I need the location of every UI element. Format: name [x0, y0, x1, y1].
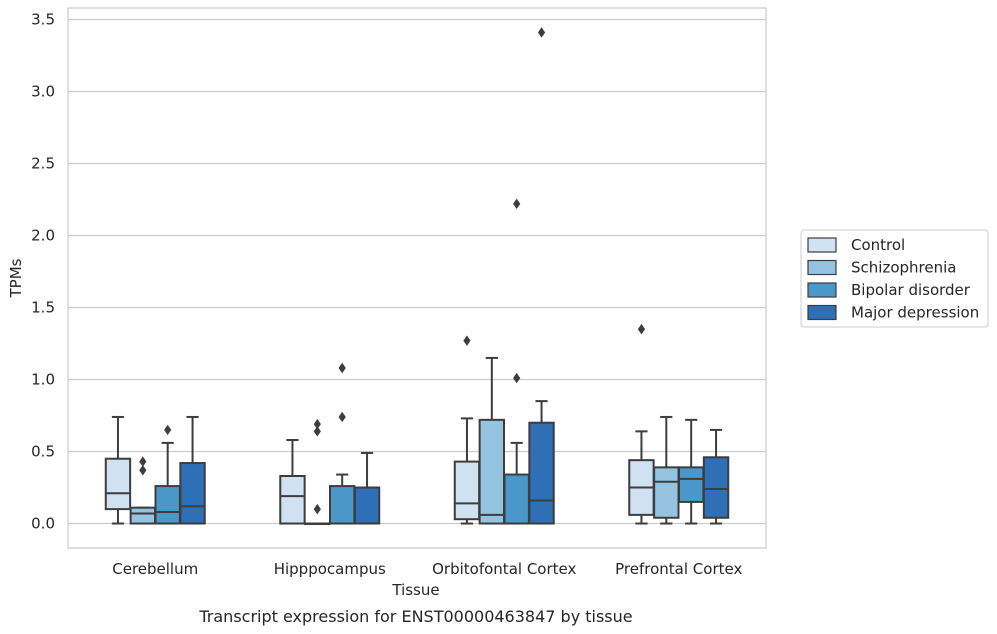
legend-label: Control [851, 236, 905, 254]
box-body [353, 486, 381, 525]
box-3-3 [702, 428, 730, 525]
outlier-point [164, 424, 172, 436]
outlier-point [513, 372, 521, 384]
x-tick-label: Cerebellum [112, 560, 198, 578]
box-0-3 [179, 415, 206, 525]
box-body [328, 485, 356, 525]
outlier-point [139, 456, 147, 467]
y-tick-label: 0.5 [31, 443, 55, 461]
box-body [154, 485, 181, 525]
legend-entry: Schizophrenia [807, 259, 956, 277]
y-axis-label: TPMs [7, 258, 25, 298]
box-2-2 [503, 198, 530, 525]
outlier-point [313, 426, 321, 437]
box-0-0 [104, 415, 132, 525]
legend-swatch [807, 282, 837, 298]
box-2-3 [528, 27, 555, 525]
x-tick-labels: Cerebellum Hipppocampus Orbitofontal Corte… [112, 560, 742, 578]
grid-lines [68, 18, 766, 525]
box-1-3 [353, 451, 381, 525]
box-body [179, 462, 206, 525]
y-tick-label: 3.5 [31, 11, 55, 29]
box-body [129, 506, 157, 525]
box-body [653, 466, 680, 519]
box-0-2 [154, 424, 181, 525]
outlier-point [139, 465, 147, 476]
x-tick-label: Hipppocampus [274, 560, 386, 578]
outlier-point [537, 27, 546, 38]
y-tick-label: 0.0 [31, 515, 55, 533]
y-tick-label: 1.0 [31, 371, 55, 389]
plot-frame [67, 7, 767, 549]
x-axis-label: Tissue [391, 581, 439, 599]
legend-entry: Bipolar disorder [807, 281, 971, 299]
outlier-point [313, 503, 321, 515]
box-body [453, 460, 481, 521]
box-2-0 [453, 335, 481, 525]
legend-swatch [807, 304, 837, 321]
outlier-point [637, 323, 646, 335]
outlier-point [313, 418, 321, 430]
box-3-2 [677, 418, 705, 525]
legend-label: Major depression [851, 304, 979, 322]
legend-swatch [807, 237, 837, 253]
box-2-1 [478, 356, 506, 525]
box-body [528, 421, 555, 525]
box-3-0 [628, 323, 655, 525]
legend: Control Schizophrenia Bipolar disorder Majo… [800, 229, 989, 328]
box-body [503, 473, 530, 525]
legend-frame [800, 229, 989, 328]
y-tick-label: 1.5 [31, 299, 55, 317]
box-body [677, 466, 705, 503]
box-body [104, 457, 132, 511]
box-1-1 [304, 418, 331, 526]
x-tick-label: Orbitofontal Cortex [432, 560, 576, 578]
box-3-1 [653, 415, 680, 525]
box-body [478, 418, 506, 525]
outlier-point [338, 362, 346, 374]
outlier-point [463, 335, 471, 346]
legend-entry: Control [807, 236, 905, 254]
box-body [279, 475, 306, 525]
box-0-1 [129, 456, 157, 525]
box-body [702, 456, 730, 519]
legend-label: Schizophrenia [851, 259, 956, 277]
y-tick-labels: 0.0 0.5 1.0 1.5 2.0 2.5 3.0 3.5 [31, 11, 55, 533]
outlier-point [513, 198, 521, 210]
y-tick-label: 2.0 [31, 227, 55, 245]
outlier-point [338, 411, 346, 423]
y-tick-label: 3.0 [31, 83, 55, 101]
legend-swatch [807, 259, 837, 276]
chart-caption: Transcript expression for ENST0000046384… [198, 607, 632, 626]
x-tick-label: Prefrontal Cortex [615, 560, 742, 578]
boxes [104, 27, 730, 526]
box-1-0 [279, 439, 306, 525]
legend-items: Control Schizophrenia Bipolar disorder Majo… [807, 236, 979, 322]
legend-label: Bipolar disorder [851, 281, 971, 299]
y-tick-label: 2.5 [31, 155, 55, 173]
legend-entry: Major depression [807, 304, 979, 322]
box-1-2 [328, 362, 356, 525]
